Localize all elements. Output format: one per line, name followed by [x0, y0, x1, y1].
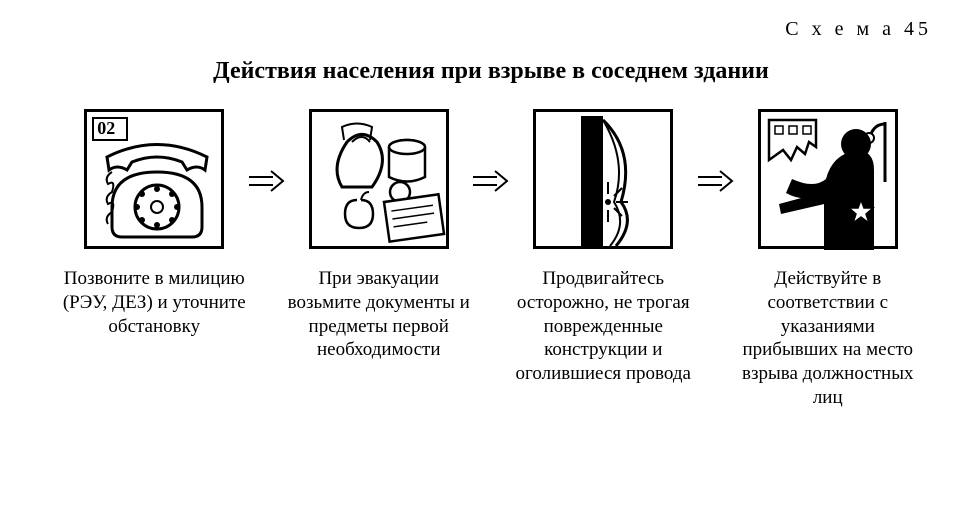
step-caption: Действуйте в соответствии с указаниями п… — [734, 267, 923, 410]
page-title: Действия населения при взрыве в соседнем… — [50, 58, 932, 85]
emergency-number-badge: 02 — [97, 118, 115, 139]
arrow-icon — [249, 169, 285, 193]
step-follow-officials: Действуйте в соответствии с указаниями п… — [734, 109, 923, 410]
telephone-icon: 02 — [84, 109, 224, 249]
step-move-carefully: Продвигайтесь осторожно, не трогая повре… — [509, 109, 698, 386]
bag-documents-icon — [309, 109, 449, 249]
step-caption: Позвоните в милицию (РЭУ, ДЕЗ) и уточнит… — [60, 267, 249, 338]
scheme-number-label: С х е м а 45 — [785, 18, 932, 41]
page: С х е м а 45 Действия населения при взры… — [0, 0, 972, 526]
spark-wall-icon — [533, 109, 673, 249]
step-call-police: 02 Позвоните в милицию (РЭУ, ДЕЗ) и уточ… — [60, 109, 249, 338]
arrow-icon — [473, 169, 509, 193]
official-pointing-icon — [758, 109, 898, 249]
steps-row: 02 Позвоните в милицию (РЭУ, ДЕЗ) и уточ… — [60, 109, 922, 410]
step-caption: Продвигайтесь осторожно, не трогая повре… — [509, 267, 698, 386]
arrow-icon — [698, 169, 734, 193]
step-caption: При эвакуации возьмите документы и предм… — [285, 267, 474, 362]
step-evacuate-documents: При эвакуации возьмите документы и предм… — [285, 109, 474, 362]
